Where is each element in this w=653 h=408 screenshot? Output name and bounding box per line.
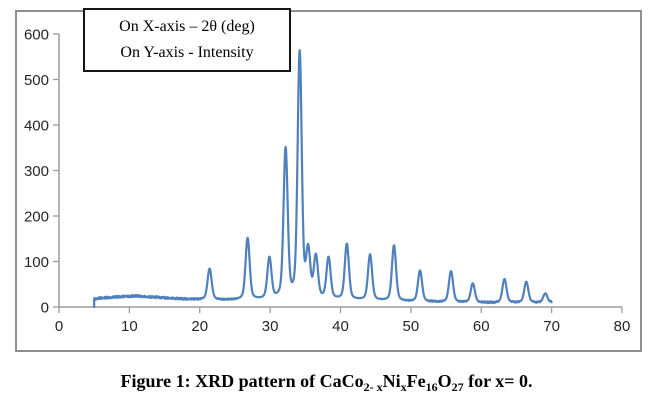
xrd-series-line [93, 49, 553, 309]
axis-lines [58, 34, 622, 308]
y-axis-tick-label: 300 [24, 163, 49, 180]
y-axis-tick-label: 100 [24, 254, 49, 271]
y-axis-tick-label: 0 [41, 299, 49, 316]
caption-text: Ni [382, 371, 401, 391]
caption-text: for x= 0. [463, 371, 533, 391]
caption-subscript: 16 [425, 380, 438, 394]
x-axis-tick-label: 50 [403, 318, 420, 335]
x-axis-tick-label: 10 [121, 318, 138, 335]
y-axis-tick-label: 500 [24, 72, 49, 89]
caption-text: Fe [406, 371, 426, 391]
legend-y-axis-label: On Y-axis - Intensity [120, 44, 254, 61]
figure-caption: Figure 1: XRD pattern of CaCo2- xNixFe16… [0, 371, 653, 395]
x-axis-tick-label: 30 [262, 318, 279, 335]
caption-text: Figure 1: XRD pattern of CaCo [120, 371, 364, 391]
caption-subscript: 2- x [363, 380, 383, 394]
y-axis-tick-label: 200 [24, 208, 49, 225]
x-axis-tick-label: 40 [332, 318, 349, 335]
caption-subscript: 27 [451, 380, 464, 394]
x-axis-tick-label: 80 [614, 318, 631, 335]
legend-box: On X-axis – 2θ (deg) On Y-axis - Intensi… [83, 8, 291, 72]
x-axis-tick-label: 70 [543, 318, 560, 335]
legend-x-axis-label: On X-axis – 2θ (deg) [119, 18, 255, 35]
caption-text: O [437, 371, 452, 391]
x-axis-tick-label: 0 [55, 318, 63, 335]
x-axis-tick-label: 20 [191, 318, 208, 335]
x-axis-tick-label: 60 [473, 318, 490, 335]
y-axis-tick-label: 600 [24, 26, 49, 43]
caption-subscript: x [400, 380, 407, 394]
y-axis-tick-label: 400 [24, 117, 49, 134]
